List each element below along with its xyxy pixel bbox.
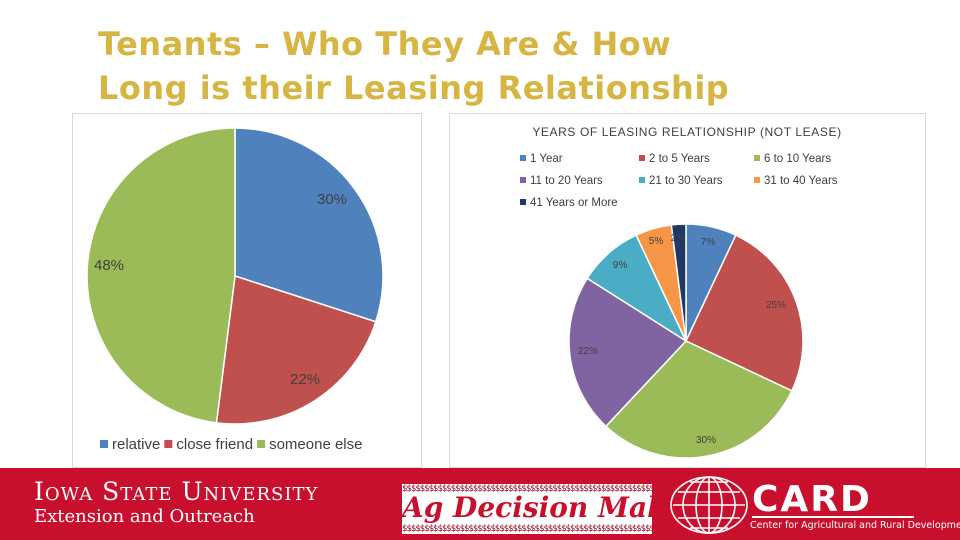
tenant-relationship-chart: 30% 22% 48% relative close friend someone els…: [72, 113, 422, 468]
title-line-2: Long is their Leasing Relationship: [98, 69, 730, 107]
title-line-1: Tenants – Who They Are & How: [98, 25, 672, 63]
chart-title: YEARS OF LEASING RELATIONSHIP (NOT LEASE…: [532, 125, 841, 139]
legend-item-1-year: 1 Year: [530, 153, 563, 165]
data-label-31-to-40-years: 5%: [649, 236, 664, 247]
legend-item-someone-else: someone else: [269, 436, 362, 453]
data-label-1-year: 7%: [701, 237, 716, 248]
legend-item-21-to-30-years: 21 to 30 Years: [649, 175, 723, 187]
pie-slice-someone-else: [86, 127, 236, 424]
pie-slice-relative: [234, 127, 384, 323]
legend-swatch-41-years-or-more: [520, 199, 526, 205]
globe-icon: [670, 476, 748, 534]
data-label-6-to-10-years: 30%: [696, 435, 716, 446]
legend-item-31-to-40-years: 31 to 40 Years: [764, 175, 838, 187]
pie-slice-close-friend: [215, 275, 377, 425]
data-label-11-to-20-years: 22%: [578, 346, 598, 357]
legend-swatch-close-friend: [164, 440, 173, 448]
adm-text: Ag Decision Maker: [402, 491, 652, 524]
legend-item-6-to-10-years: 6 to 10 Years: [764, 153, 831, 165]
adm-pattern-top: $$$$$$$$$$$$$$$$$$$$$$$$$$$$$$$$$$$$$$$$…: [402, 484, 652, 494]
legend-item-2-to-5-years: 2 to 5 Years: [649, 153, 710, 165]
isu-logo: Iowa State University Extension and Outr…: [34, 478, 318, 528]
data-label-2-to-5-years: 25%: [766, 300, 786, 311]
legend-swatch-11-to-20-years: [520, 177, 526, 183]
pie-slice-2-to-5-years: [685, 234, 804, 392]
legend-item-11-to-20-years: 11 to 20 Years: [530, 175, 603, 187]
pie-slice-11-to-20-years: [568, 277, 688, 428]
legend-swatch-6-to-10-years: [754, 155, 760, 161]
adm-pattern-bottom: $$$$$$$$$$$$$$$$$$$$$$$$$$$$$$$$$$$$$$$$…: [402, 524, 652, 534]
data-label-close-friend: 22%: [290, 371, 320, 388]
legend-item-41-years-or-more: 41 Years or More: [530, 197, 618, 209]
isu-name: Iowa State University: [34, 477, 319, 506]
legend-swatch-someone-else: [257, 440, 266, 448]
ag-decision-maker-logo: $$$$$$$$$$$$$$$$$$$$$$$$$$$$$$$$$$$$$$$$…: [402, 484, 652, 534]
legend-swatch-2-to-5-years: [639, 155, 645, 161]
legend-swatch-31-to-40-years: [754, 177, 760, 183]
legend-swatch-relative: [100, 440, 108, 448]
card-subtitle: Center for Agricultural and Rural Develo…: [750, 520, 960, 531]
card-logo-text: CARD: [752, 479, 872, 520]
relationship-pie-svg: 30% 22% 48% relative close friend someone els…: [86, 127, 384, 453]
data-label-relative: 30%: [317, 191, 347, 208]
data-label-someone-else: 48%: [94, 257, 124, 274]
leasing-years-chart: YEARS OF LEASING RELATIONSHIP (NOT LEASE…: [449, 113, 926, 468]
data-label-21-to-30-years: 9%: [613, 260, 628, 271]
pie-slice-6-to-10-years: [604, 340, 793, 459]
legend-swatch-21-to-30-years: [639, 177, 645, 183]
legend-item-close-friend: close friend: [176, 436, 253, 453]
legend-swatch-1-year: [520, 155, 526, 161]
data-label-41-years-or-more: 2%: [671, 233, 686, 244]
isu-extension: Extension and Outreach: [34, 506, 255, 527]
pie-slice-41-years-or-more: [670, 223, 687, 342]
card-divider: [752, 516, 914, 518]
slide-title: Tenants – Who They Are & How Long is the…: [98, 22, 858, 110]
legend-item-relative: relative: [112, 436, 160, 453]
years-pie-svg: YEARS OF LEASING RELATIONSHIP (NOT LEASE…: [520, 125, 841, 459]
